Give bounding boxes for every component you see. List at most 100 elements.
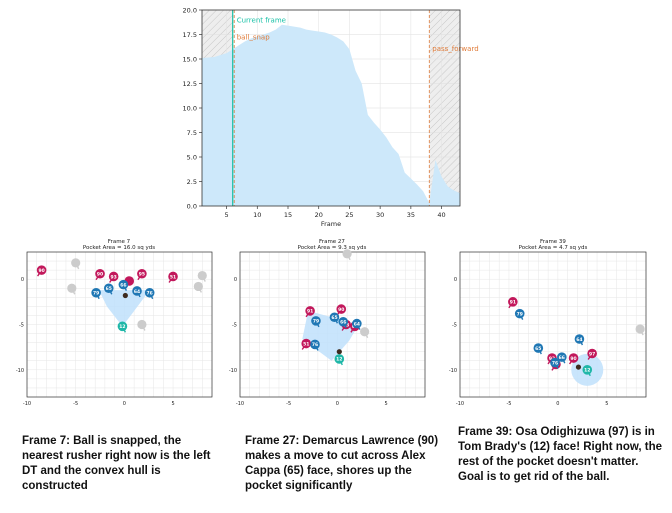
snapshot-title: Frame 39 [540,239,566,245]
player-jersey-label: 65 [331,315,337,321]
player-jersey-label: 66 [559,355,565,361]
x-tick-label: 20 [315,211,323,219]
y-tick-label: 12.5 [183,80,197,88]
field-y-tick-label: 0 [234,277,237,283]
player-jersey-label: 64 [134,289,140,295]
y-tick-label: 5.0 [187,154,197,162]
x-tick-label: 15 [284,211,292,219]
player-marker [550,357,560,368]
field-frame [239,251,426,398]
field-x-tick-label: -10 [456,401,464,407]
pass-forward-label: pass_forward [432,45,478,53]
y-tick-label: 15.0 [183,56,197,64]
y-tick-label: 10.0 [183,105,197,113]
player-jersey-label: 76 [552,360,558,366]
player-marker [108,271,119,282]
player-jersey-label: 12 [584,368,590,374]
player-marker [360,327,370,337]
current-frame-label: Current frame [237,17,286,25]
player-marker [95,268,105,279]
field-y-tick-label: 0 [21,277,24,283]
field-x-tick-label: -10 [236,401,244,407]
x-axis-label: Frame [321,220,341,228]
player-jersey-label: 91 [510,300,516,306]
player-jersey-label: 64 [576,337,582,343]
player-jersey-label: 12 [119,324,125,330]
player-jersey-label: 64 [354,321,360,327]
player-marker [329,312,340,323]
player-marker [310,339,320,350]
field-x-tick-label: 0 [123,401,126,407]
field-x-tick-label: 0 [336,401,339,407]
player-marker [132,286,142,296]
player-marker [574,334,585,344]
player-marker [635,324,645,334]
x-tick-label: 30 [376,211,384,219]
field-x-tick-label: 5 [605,401,608,407]
football [336,349,342,355]
football [575,364,582,370]
y-tick-label: 0.0 [187,203,197,211]
field-y-tick-label: -10 [229,368,237,374]
player-marker [137,268,147,279]
player-jersey-label: 79 [93,291,99,297]
x-tick-label: 35 [407,211,415,219]
snapshot-subtitle: Pocket Area = 16.0 sq yds [83,245,155,251]
field-x-tick-label: 5 [171,401,174,407]
snapshot-subtitle: Pocket Area = 9.3 sq yds [298,245,367,251]
pocket-hull [99,290,150,327]
field-x-tick-label: -5 [73,401,78,407]
player-jersey-label: 79 [313,319,319,325]
field-y-tick-label: -5 [452,323,457,329]
player-marker [103,283,114,294]
snapshot-title: Frame 27 [319,239,345,245]
player-jersey-label: 79 [517,311,523,317]
caption-frame-27: Frame 27: Demarcus Lawrence (90) makes a… [245,435,439,492]
field-x-tick-label: 0 [556,401,559,407]
y-tick-label: 7.5 [187,129,197,137]
player-marker [305,306,315,316]
player-marker [118,279,129,290]
field-frame [459,251,647,398]
player-jersey-label: 12 [336,357,342,363]
player-marker [582,365,593,375]
player-jersey-label: 76 [147,291,153,297]
player-jersey-label: 91 [307,309,313,315]
player-marker [587,348,597,359]
player-jersey-label: 65 [535,346,541,352]
player-marker [36,265,47,275]
player-jersey-label: 51 [170,274,176,280]
x-tick-label: 5 [225,211,229,219]
player-marker [514,308,525,319]
player-jersey-label: 90 [38,268,44,274]
player-marker [117,321,128,332]
player-jersey-label: 66 [120,282,126,288]
player-jersey-label: 97 [589,351,595,357]
player-marker [137,319,147,330]
player-marker [67,283,77,293]
player-jersey-label: 51 [303,341,309,347]
player-marker [168,271,178,282]
player-marker [334,354,345,364]
player-jersey-label: 93 [111,274,117,280]
y-tick-label: 2.5 [187,178,197,186]
player-jersey-label: 90 [338,307,344,313]
caption-frame-7: Frame 7: Ball is snapped, the nearest ru… [22,435,211,492]
player-marker [533,343,544,353]
player-marker [508,297,518,307]
player-jersey-label: 90 [97,272,103,278]
field-y-tick-label: -5 [232,323,237,329]
snapshot-subtitle: Pocket Area = 4.7 sq yds [519,245,588,251]
x-tick-label: 25 [345,211,353,219]
player-marker [71,258,81,268]
player-jersey-label: 95 [139,272,145,278]
player-marker [311,316,321,326]
player-marker [193,281,203,292]
x-tick-label: 40 [437,211,445,219]
player-marker [352,318,362,329]
y-tick-label: 17.5 [183,31,197,39]
pocket-area-fill [202,24,460,207]
player-marker [338,316,349,327]
snapshot-title: Frame 7 [108,239,131,245]
